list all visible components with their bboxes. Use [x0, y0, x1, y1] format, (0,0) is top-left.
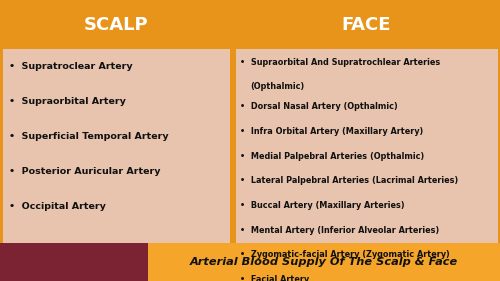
- Bar: [236, 49, 498, 243]
- Text: •  Dorsal Nasal Artery (Opthalmic): • Dorsal Nasal Artery (Opthalmic): [240, 102, 397, 111]
- Text: •  Supraorbital And Supratrochlear Arteries: • Supraorbital And Supratrochlear Arteri…: [240, 58, 440, 67]
- Text: Arterial Blood Supply Of The Scalp & Face: Arterial Blood Supply Of The Scalp & Fac…: [190, 257, 458, 267]
- Text: •  Supratroclear Artery: • Supratroclear Artery: [9, 62, 132, 71]
- Text: •  Lateral Palpebral Arteries (Lacrimal Arteries): • Lateral Palpebral Arteries (Lacrimal A…: [240, 176, 458, 185]
- Text: •  Occipital Artery: • Occipital Artery: [9, 202, 106, 211]
- Bar: [0, 243, 148, 281]
- Text: •  Mental Artery (Inferior Alveolar Arteries): • Mental Artery (Inferior Alveolar Arter…: [240, 226, 439, 235]
- Bar: [148, 243, 500, 281]
- Text: •  Facial Artery: • Facial Artery: [240, 275, 308, 281]
- Text: •  Medial Palpebral Arteries (Opthalmic): • Medial Palpebral Arteries (Opthalmic): [240, 151, 424, 160]
- Text: SCALP: SCALP: [84, 15, 148, 34]
- Text: •  Superficial Temporal Artery: • Superficial Temporal Artery: [9, 132, 168, 141]
- Text: •  Supraorbital Artery: • Supraorbital Artery: [9, 97, 126, 106]
- Bar: [3, 49, 230, 243]
- Text: •  Posterior Auricular Artery: • Posterior Auricular Artery: [9, 167, 160, 176]
- Text: •  Infra Orbital Artery (Maxillary Artery): • Infra Orbital Artery (Maxillary Artery…: [240, 127, 423, 136]
- Text: •  Zygomatic-facial Artery (Zygomatic Artery): • Zygomatic-facial Artery (Zygomatic Art…: [240, 250, 449, 259]
- Text: (Opthalmic): (Opthalmic): [250, 82, 305, 91]
- Text: FACE: FACE: [342, 15, 391, 34]
- Text: •  Buccal Artery (Maxillary Arteries): • Buccal Artery (Maxillary Arteries): [240, 201, 404, 210]
- Bar: [0, 0, 232, 49]
- Bar: [232, 0, 500, 49]
